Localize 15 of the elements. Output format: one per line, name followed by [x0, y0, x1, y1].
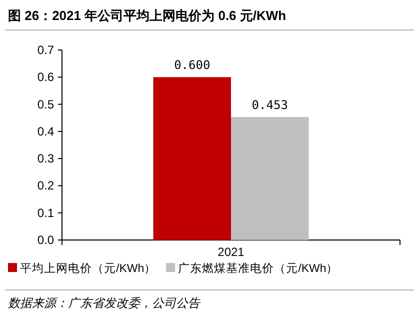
- data-label: 0.453: [252, 98, 288, 112]
- y-tick-label: 0.4: [37, 124, 54, 138]
- data-label: 0.600: [174, 58, 210, 72]
- y-tick-label: 0.7: [37, 43, 54, 57]
- y-tick-label: 0.3: [37, 152, 54, 166]
- y-tick-label: 0.1: [37, 206, 54, 220]
- legend-label: 广东燃煤基准电价（元/KWh）: [178, 261, 338, 275]
- y-tick-label: 0.6: [37, 70, 54, 84]
- chart-title: 图 26：2021 年公司平均上网电价为 0.6 元/KWh: [8, 8, 286, 23]
- legend-label: 平均上网电价（元/KWh）: [20, 262, 156, 275]
- y-tick-label: 0.2: [37, 178, 54, 193]
- source-note: 数据来源：广东省发改委，公司公告: [8, 296, 201, 310]
- y-tick-label: 0.5: [37, 97, 54, 112]
- x-tick-label: 2021: [218, 245, 245, 259]
- y-tick-label: 0.0: [37, 233, 54, 247]
